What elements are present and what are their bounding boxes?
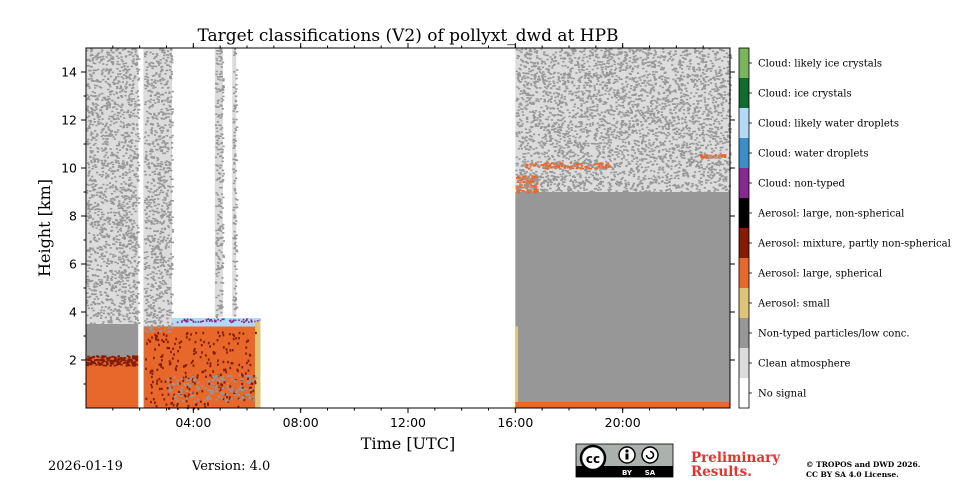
y-tick-label: 4 xyxy=(69,305,77,320)
colorbar-swatch-cloud-non-typed xyxy=(739,168,749,199)
mixture-patches xyxy=(145,331,257,411)
colorbar-label-cloud-water-droplets: Cloud: water droplets xyxy=(758,149,869,160)
attribution-person-body xyxy=(625,453,629,460)
x-tick-label: 12:00 xyxy=(390,415,426,430)
colorbar-label-cloud-likely-water-droplets: Cloud: likely water droplets xyxy=(758,119,899,130)
aerosol-texture xyxy=(145,331,257,411)
plot-area: 04:00 08:00 12:00 16:00 20:00 2 4 6 8 10 12 14 xyxy=(61,43,735,430)
preliminary-label: Preliminary xyxy=(691,450,781,466)
cc-logo-text: cc xyxy=(586,452,600,466)
y-tick-label: 2 xyxy=(69,353,77,368)
region-clean-atmosphere xyxy=(232,48,237,317)
share-alike-arrow xyxy=(645,450,655,460)
colorbar-label-non-typed-particles-low-conc: Non-typed particles/low conc. xyxy=(758,329,910,340)
colorbar-swatch-cloud-water-droplets xyxy=(739,138,749,169)
colorbar-swatch-aerosol-large-non-spherical xyxy=(739,198,749,229)
speckle-texture xyxy=(86,48,733,411)
x-tick-label: 04:00 xyxy=(175,415,211,430)
region-non-typed-particles-low-conc xyxy=(515,192,730,408)
copyright-line-2: CC BY SA 4.0 License. xyxy=(806,470,899,479)
region-aerosol-small xyxy=(515,326,519,408)
colorbar-label-cloud-ice-crystals: Cloud: ice crystals xyxy=(758,89,852,100)
copyright-line-1: © TROPOS and DWD 2026. xyxy=(806,460,920,469)
region-aerosol-small xyxy=(255,321,261,408)
speckle-cells xyxy=(86,48,141,326)
colorbar: Cloud: likely ice crystals Cloud: ice cry… xyxy=(738,47,951,409)
region-aerosol-large-spherical xyxy=(515,402,730,408)
y-tick-label: 12 xyxy=(61,113,77,128)
x-tick-label: 08:00 xyxy=(283,415,319,430)
chart-title: Target classifications (V2) of pollyxt_d… xyxy=(197,26,618,46)
speckle-group xyxy=(214,48,225,319)
attribution-person-head xyxy=(625,449,629,453)
footer-version: Version: 4.0 xyxy=(191,459,270,474)
y-tick-label: 14 xyxy=(61,65,77,80)
colorbar-label-no-signal: No signal xyxy=(758,389,806,400)
colorbar-label-aerosol-mixture-partly-non-spherical: Aerosol: mixture, partly non-spherical xyxy=(757,239,951,250)
classification-regions xyxy=(86,48,730,408)
colorbar-swatch-aerosol-mixture-partly-non-spherical xyxy=(739,228,749,259)
y-tick-label: 10 xyxy=(61,161,77,176)
band-aerosol-large-spherical xyxy=(699,153,727,159)
colorbar-swatch-cloud-likely-water-droplets xyxy=(739,108,749,139)
badge-sa-label: SA xyxy=(645,469,656,477)
footer-date: 2026-01-19 xyxy=(48,459,123,474)
speckle-cells xyxy=(143,48,175,333)
colorbar-swatch-non-typed-particles-low-conc xyxy=(739,318,749,349)
speckle-group xyxy=(143,48,175,333)
cc-logo-icon xyxy=(579,444,607,472)
band-cells xyxy=(699,153,727,159)
region-no-signal xyxy=(138,48,144,408)
results-label: Results. xyxy=(691,464,752,480)
colorbar-label-cloud-non-typed: Cloud: non-typed xyxy=(758,179,846,190)
y-axis-label: Height [km] xyxy=(35,179,54,277)
colorbar-swatch-cloud-ice-crystals xyxy=(739,78,749,109)
colorbar-label-aerosol-small: Aerosol: small xyxy=(757,299,830,310)
speckle-cells xyxy=(515,48,733,194)
x-axis-label: Time [UTC] xyxy=(361,434,455,453)
speckle-cells xyxy=(232,48,239,317)
speckle-group xyxy=(515,48,733,194)
badge-strip xyxy=(576,466,673,477)
colorbar-frame xyxy=(738,47,750,409)
badge-by-label: BY xyxy=(622,469,633,477)
speckle-cells xyxy=(214,48,225,319)
colorbar-swatch-no-signal xyxy=(739,378,749,409)
non-typed-patches xyxy=(167,374,257,403)
colorbar-label-cloud-likely-ice-crystals: Cloud: likely ice crystals xyxy=(758,59,882,70)
axis-ticks: 04:00 08:00 12:00 16:00 20:00 2 4 6 8 10 12 14 xyxy=(61,43,735,430)
colorbar-label-aerosol-large-non-spherical: Aerosol: large, non-spherical xyxy=(757,209,904,220)
band-aerosol-mixture-partly-non-spherical xyxy=(86,355,141,367)
region-clean-atmosphere xyxy=(214,48,223,317)
colorbar-swatch-cloud-likely-ice-crystals xyxy=(739,48,749,79)
colorbar-label-clean-atmosphere: Clean atmosphere xyxy=(758,359,851,370)
region-no-signal xyxy=(260,48,516,408)
colorbar-swatch-aerosol-large-spherical xyxy=(739,258,749,289)
x-tick-label: 20:00 xyxy=(605,415,641,430)
dots-cloud-non-typed xyxy=(176,318,262,324)
share-alike-icon xyxy=(641,446,659,464)
y-tick-label: 8 xyxy=(69,209,77,224)
colorbar-label-aerosol-large-spherical: Aerosol: large, spherical xyxy=(757,269,882,280)
band-cells xyxy=(86,355,141,367)
colorbar-swatch-clean-atmosphere xyxy=(739,348,749,379)
y-tick-label: 6 xyxy=(69,257,77,272)
cc-by-sa-badge: cc BY SA xyxy=(575,443,674,478)
speckle-group xyxy=(232,48,239,317)
colorbar-swatch-aerosol-small xyxy=(739,288,749,319)
x-tick-label: 16:00 xyxy=(497,415,533,430)
speckle-group xyxy=(86,48,141,326)
